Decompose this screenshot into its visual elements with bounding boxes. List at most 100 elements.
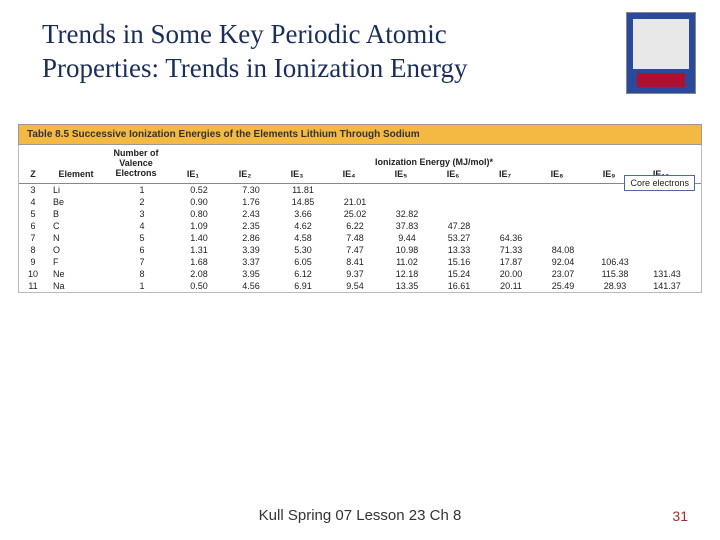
table-body: 3Li10.527.3011.814Be20.901.7614.8521.015… [19, 184, 701, 292]
cell-ie4: 21.01 [329, 197, 381, 207]
col-ie4: IE₄ [323, 169, 375, 179]
cell-ie4: 7.48 [329, 233, 381, 243]
cell-ie8: 23.07 [537, 269, 589, 279]
cell-ie9: 28.93 [589, 281, 641, 291]
cell-ie6: 16.61 [433, 281, 485, 291]
cell-ie10: 131.43 [641, 269, 693, 279]
cell-valence: 5 [111, 233, 173, 243]
cell-valence: 1 [111, 185, 173, 195]
cell-ie5: 11.02 [381, 257, 433, 267]
cell-ie1: 2.08 [173, 269, 225, 279]
ie-header-label: Ionization Energy (MJ/mol)* [167, 157, 701, 169]
cell-ie2: 2.86 [225, 233, 277, 243]
cell-z: 9 [19, 257, 47, 267]
col-ie7: IE₇ [479, 169, 531, 179]
cell-ie2: 3.39 [225, 245, 277, 255]
cell-element: Be [47, 197, 111, 207]
cell-ie1: 0.52 [173, 185, 225, 195]
cell-ie3: 4.62 [277, 221, 329, 231]
cell-z: 8 [19, 245, 47, 255]
col-valence: Number of Valence Electrons [105, 149, 167, 179]
table-row: 8O61.313.395.307.4710.9813.3371.3384.08 [19, 244, 701, 256]
cell-ie1: 1.09 [173, 221, 225, 231]
cell-ie4: 7.47 [329, 245, 381, 255]
cell-ie5: 12.18 [381, 269, 433, 279]
cell-valence: 6 [111, 245, 173, 255]
core-electrons-label: Core electrons [624, 175, 695, 191]
table-row: 11Na10.504.566.919.5413.3516.6120.1125.4… [19, 280, 701, 292]
title-line1: Trends in Some Key Periodic Atomic [42, 19, 447, 49]
cell-ie2: 1.76 [225, 197, 277, 207]
cell-ie5: 9.44 [381, 233, 433, 243]
table-row: 5B30.802.433.6625.0232.82 [19, 208, 701, 220]
cell-ie7: 20.00 [485, 269, 537, 279]
cell-z: 11 [19, 281, 47, 291]
cell-valence: 8 [111, 269, 173, 279]
cell-ie6: 47.28 [433, 221, 485, 231]
cell-ie6: 15.16 [433, 257, 485, 267]
cell-ie8: 84.08 [537, 245, 589, 255]
page-number: 31 [672, 508, 688, 524]
cell-ie6: 15.24 [433, 269, 485, 279]
cell-element: Li [47, 185, 111, 195]
ie-header-group: Ionization Energy (MJ/mol)* IE₁ IE₂ IE₃ … [167, 157, 701, 179]
cell-valence: 3 [111, 209, 173, 219]
cell-ie2: 3.37 [225, 257, 277, 267]
cell-ie5: 37.83 [381, 221, 433, 231]
col-z: Z [19, 169, 47, 179]
cell-ie2: 4.56 [225, 281, 277, 291]
cell-element: O [47, 245, 111, 255]
table-row: 7N51.402.864.587.489.4453.2764.36 [19, 232, 701, 244]
cell-ie4: 8.41 [329, 257, 381, 267]
cell-ie4: 9.54 [329, 281, 381, 291]
cell-ie3: 5.30 [277, 245, 329, 255]
cell-element: Na [47, 281, 111, 291]
table-row: 4Be20.901.7614.8521.01 [19, 196, 701, 208]
cell-valence: 4 [111, 221, 173, 231]
cell-ie5: 32.82 [381, 209, 433, 219]
cell-ie3: 11.81 [277, 185, 329, 195]
cell-ie3: 6.12 [277, 269, 329, 279]
cell-ie8: 92.04 [537, 257, 589, 267]
cell-ie9: 106.43 [589, 257, 641, 267]
cell-ie5: 13.35 [381, 281, 433, 291]
cell-ie3: 4.58 [277, 233, 329, 243]
table-container: Table 8.5 Successive Ionization Energies… [18, 124, 702, 293]
cell-ie8: 25.49 [537, 281, 589, 291]
cell-ie4: 6.22 [329, 221, 381, 231]
cell-ie1: 1.31 [173, 245, 225, 255]
cell-ie10: 141.37 [641, 281, 693, 291]
table-row: 9F71.683.376.058.4111.0215.1617.8792.041… [19, 256, 701, 268]
cell-ie3: 6.91 [277, 281, 329, 291]
cell-element: C [47, 221, 111, 231]
footer-text: Kull Spring 07 Lesson 23 Ch 8 [0, 507, 720, 524]
slide-title: Trends in Some Key Periodic Atomic Prope… [42, 18, 582, 86]
title-line2: Properties: Trends in Ionization Energy [42, 53, 467, 83]
cell-ie6: 53.27 [433, 233, 485, 243]
table-row: 3Li10.527.3011.81 [19, 184, 701, 196]
cell-z: 7 [19, 233, 47, 243]
cell-z: 3 [19, 185, 47, 195]
cell-ie1: 0.80 [173, 209, 225, 219]
ionization-table: Z Element Number of Valence Electrons Io… [18, 145, 702, 293]
slide: Trends in Some Key Periodic Atomic Prope… [0, 0, 720, 540]
cell-element: B [47, 209, 111, 219]
cell-ie1: 1.68 [173, 257, 225, 267]
cell-ie2: 7.30 [225, 185, 277, 195]
cell-ie4: 25.02 [329, 209, 381, 219]
cell-ie7: 71.33 [485, 245, 537, 255]
col-ie8: IE₈ [531, 169, 583, 179]
cell-valence: 2 [111, 197, 173, 207]
table-row: 10Ne82.083.956.129.3712.1815.2420.0023.0… [19, 268, 701, 280]
col-ie2: IE₂ [219, 169, 271, 179]
table-title-bar: Table 8.5 Successive Ionization Energies… [18, 124, 702, 145]
cell-z: 6 [19, 221, 47, 231]
cell-z: 4 [19, 197, 47, 207]
cell-ie1: 1.40 [173, 233, 225, 243]
cell-ie2: 2.35 [225, 221, 277, 231]
cell-valence: 1 [111, 281, 173, 291]
col-ie6: IE₆ [427, 169, 479, 179]
col-element: Element [47, 169, 105, 179]
cell-ie7: 64.36 [485, 233, 537, 243]
cell-ie9: 115.38 [589, 269, 641, 279]
